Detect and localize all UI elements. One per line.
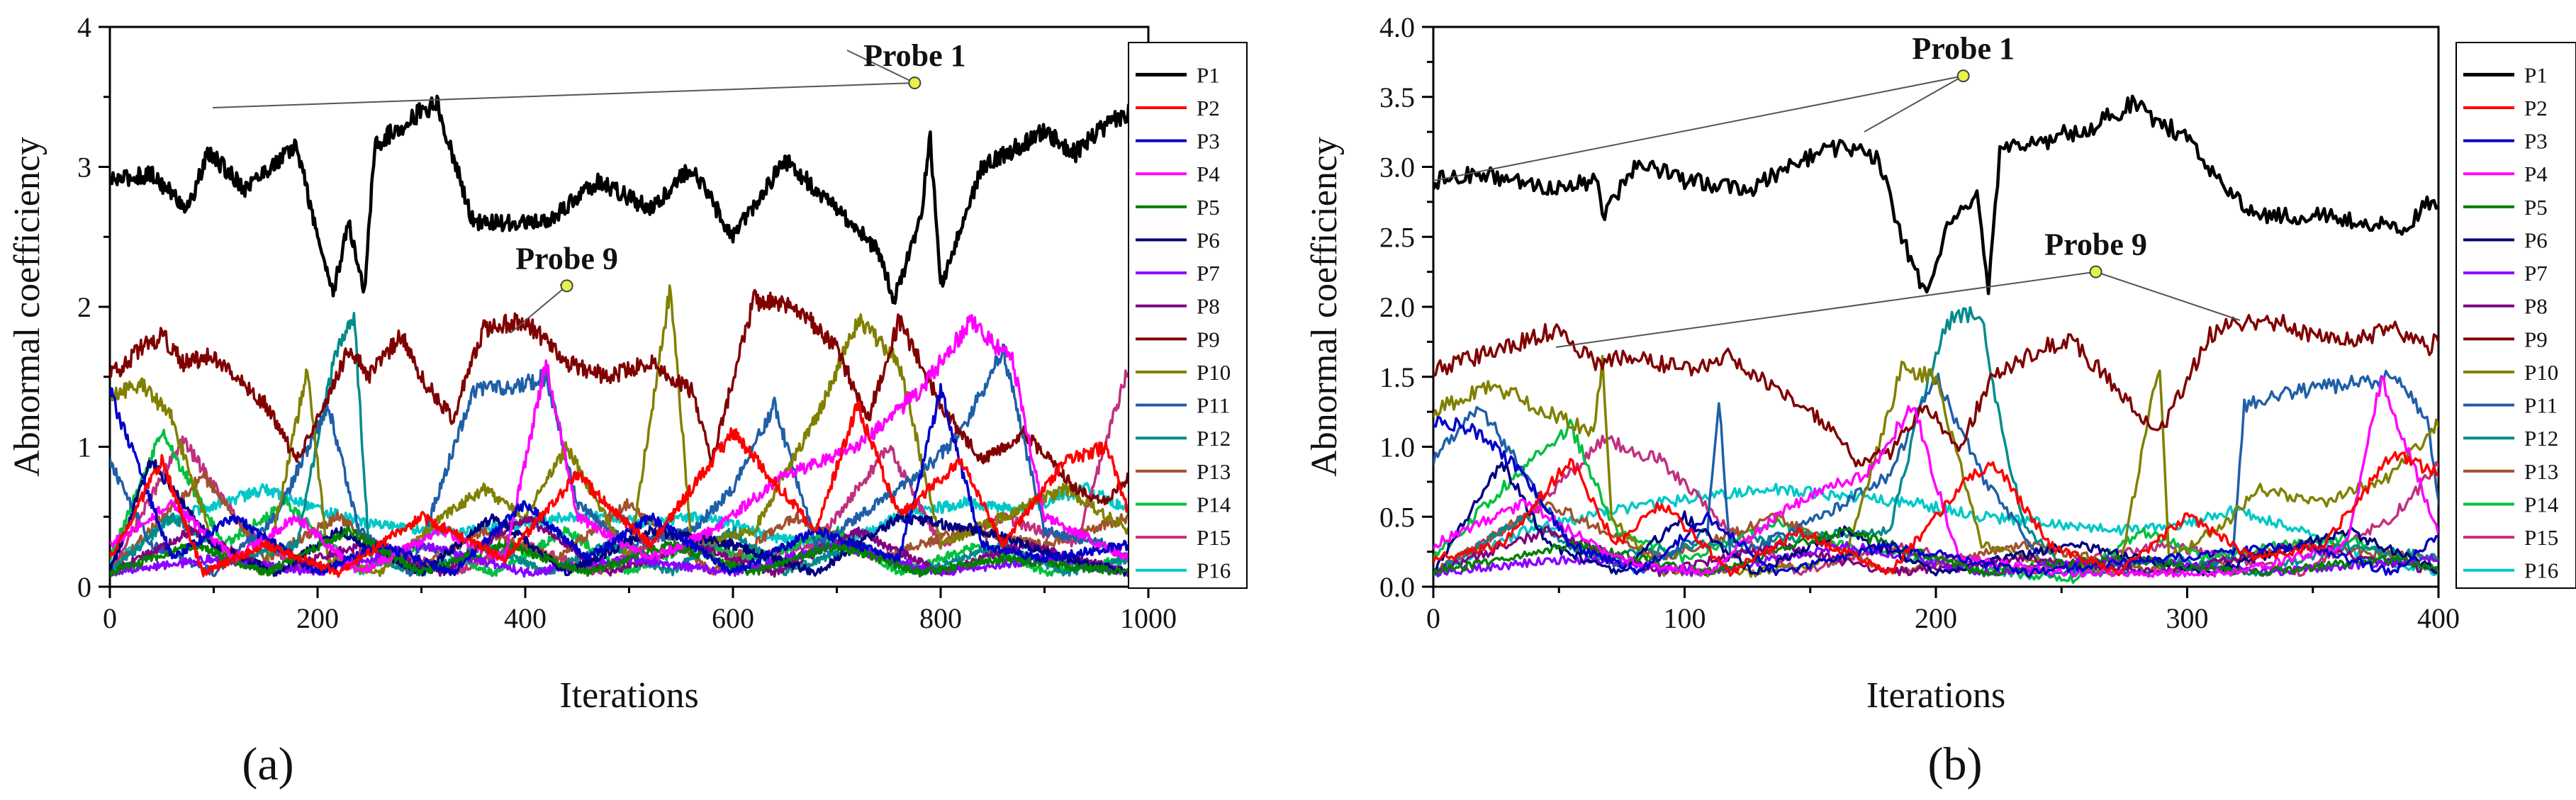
probe-marker (908, 77, 922, 89)
y-tick-label: 0.0 (1379, 571, 1415, 603)
y-tick-label: 2.5 (1379, 221, 1415, 253)
legend-label-p9: P9 (2524, 327, 2548, 351)
legend-label-p10: P10 (1197, 360, 1231, 385)
chart-panel-b: 0 100 200 300 400 0.0 0.5 1.0 1.5 2.0 2.5 3.0 3.5 4.0… (1304, 11, 2576, 790)
legend-label-p9: P9 (1197, 327, 1220, 351)
x-tick-label: 1000 (1120, 602, 1177, 634)
panel-label: (a) (242, 738, 293, 790)
legend-label-p14: P14 (2524, 492, 2559, 517)
x-tick-label: 0 (103, 602, 117, 634)
x-axis-label: Iterations (1866, 675, 2005, 716)
y-axis-label: Abnormal coefficiency (7, 137, 47, 477)
x-tick-label: 400 (2417, 602, 2460, 634)
probe-marker (560, 279, 573, 293)
y-tick-label: 1.5 (1379, 361, 1415, 393)
y-tick-label: 3.0 (1379, 152, 1415, 184)
probe-marker (2089, 265, 2102, 278)
y-tick-label: 0 (77, 571, 91, 603)
legend-label-p1: P1 (1197, 62, 1220, 87)
legend-label-p2: P2 (2524, 96, 2548, 120)
legend-label-p11: P11 (1197, 393, 1230, 418)
legend-label-p4: P4 (1197, 162, 1220, 186)
legend-label-p1: P1 (2524, 62, 2548, 87)
probe-label: Probe 1 (863, 38, 966, 73)
probe-leader-line (2095, 271, 2241, 321)
legend-label-p3: P3 (1197, 129, 1220, 154)
y-tick-label: 1 (77, 432, 91, 463)
legend-label-p16: P16 (1197, 558, 1231, 583)
legend-label-p4: P4 (2524, 162, 2548, 186)
chart-panel-a: 0 200 400 600 800 1000 0 1 2 3 4 Iterations Abnormal… (7, 11, 1248, 790)
series-line-p4 (1433, 376, 2438, 578)
x-tick-label: 400 (504, 602, 547, 634)
y-axis-label: Abnormal coefficiency (1304, 137, 1345, 477)
y-tick-label: 1.0 (1379, 432, 1415, 463)
legend-box (2455, 42, 2576, 589)
legend-label-p2: P2 (1197, 96, 1220, 120)
series-line-p2 (110, 401, 1129, 578)
legend-label-p6: P6 (2524, 227, 2548, 252)
panel-label: (b) (1928, 738, 1983, 790)
probe-label: Probe 9 (515, 241, 618, 276)
series-line-p9 (1433, 313, 2438, 468)
series-line-p2 (1433, 451, 2438, 578)
probe-leader-line (1433, 75, 1964, 181)
legend-label-p13: P13 (1197, 459, 1231, 484)
series-line-p16 (1433, 483, 2438, 577)
y-tick-label: 0.5 (1379, 501, 1415, 533)
x-tick-label: 200 (296, 602, 339, 634)
legend-label-p12: P12 (2524, 426, 2558, 451)
probe-label: Probe 1 (1912, 31, 2015, 66)
probe-label: Probe 9 (2044, 227, 2147, 262)
x-axis-label: Iterations (559, 675, 698, 716)
x-tick-label: 600 (712, 602, 754, 634)
legend-label-p8: P8 (1197, 294, 1220, 319)
legend-label-p12: P12 (1197, 426, 1231, 451)
legend-label-p6: P6 (1197, 227, 1220, 252)
legend-label-p14: P14 (1197, 492, 1231, 517)
probe-leader-line (846, 50, 915, 84)
series-line-p3 (1433, 416, 2438, 578)
legend-label-p13: P13 (2524, 459, 2558, 484)
y-tick-label: 4.0 (1379, 11, 1415, 43)
series-line-p6 (1433, 461, 2438, 577)
series-line-p1 (110, 94, 1131, 305)
series-line-p9 (110, 288, 1130, 506)
y-tick-label: 2 (77, 291, 91, 323)
probe-leader-line (212, 82, 915, 108)
legend-label-p5: P5 (1197, 195, 1220, 220)
x-tick-label: 800 (919, 602, 962, 634)
legend-label-p7: P7 (2524, 261, 2548, 286)
legend-box (1128, 42, 1248, 589)
y-tick-label: 3 (77, 152, 91, 184)
series-line-p10 (1433, 354, 2438, 578)
series-line-p16 (110, 482, 1130, 567)
x-tick-label: 100 (1664, 602, 1706, 634)
series-line-p15 (1433, 434, 2438, 578)
probe-marker (1956, 69, 1970, 83)
y-tick-label: 3.5 (1379, 81, 1415, 113)
legend-label-p8: P8 (2524, 294, 2548, 319)
legend-label-p5: P5 (2524, 195, 2548, 220)
x-tick-label: 200 (1915, 602, 1957, 634)
legend-label-p16: P16 (2524, 558, 2558, 583)
series-line-p1 (1433, 94, 2438, 295)
plot-area (1433, 94, 2438, 585)
series-line-p5 (110, 524, 1130, 578)
legend-label-p15: P15 (2524, 525, 2558, 550)
legend-label-p7: P7 (1197, 261, 1220, 286)
x-tick-label: 0 (1426, 602, 1440, 634)
plot-area (110, 94, 1131, 578)
probe-leader-line (1555, 271, 2096, 348)
x-tick-label: 300 (2166, 602, 2209, 634)
legend-label-p10: P10 (2524, 360, 2558, 385)
legend-label-p3: P3 (2524, 129, 2548, 154)
y-tick-label: 2.0 (1379, 291, 1415, 323)
probe-leader-line (510, 285, 568, 334)
y-tick-label: 4 (77, 11, 91, 43)
probe-leader-line (1864, 75, 1964, 133)
legend-label-p11: P11 (2524, 393, 2558, 418)
legend-label-p15: P15 (1197, 525, 1231, 550)
